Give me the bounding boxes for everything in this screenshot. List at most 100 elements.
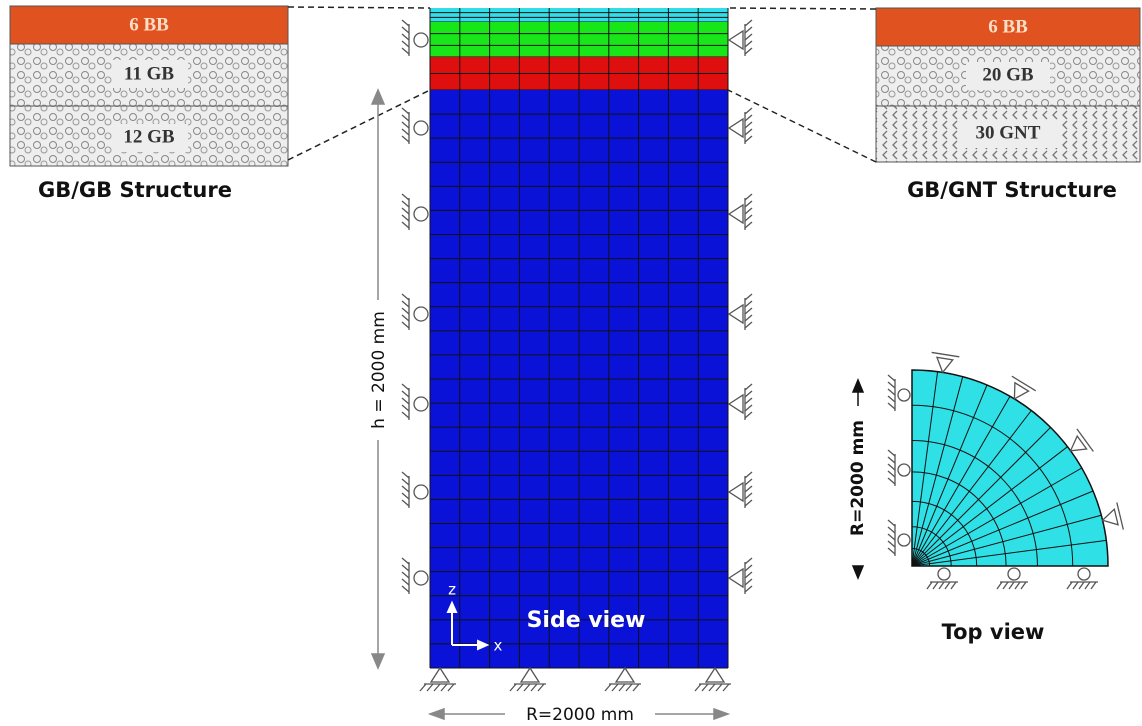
support — [402, 27, 409, 33]
support — [745, 586, 752, 592]
support — [414, 121, 428, 135]
support — [402, 208, 409, 214]
support — [402, 412, 409, 418]
support — [402, 136, 409, 142]
support — [938, 568, 950, 580]
support — [927, 582, 932, 589]
support — [706, 668, 724, 682]
support — [1067, 582, 1072, 589]
support — [888, 464, 895, 470]
support — [745, 215, 752, 221]
support — [888, 471, 895, 477]
support — [888, 389, 895, 395]
support — [1077, 429, 1093, 452]
support — [723, 684, 729, 691]
side-mesh — [430, 8, 728, 668]
support — [402, 115, 409, 121]
support — [997, 582, 1002, 589]
support — [745, 391, 752, 397]
support — [612, 684, 618, 691]
support — [402, 201, 409, 207]
support — [633, 684, 639, 691]
diagram: 6 BB 11 GB 12 GB GB/GB Structure 6 BB 20… — [0, 0, 1142, 726]
support — [402, 558, 409, 564]
support — [745, 136, 752, 142]
support — [402, 301, 409, 307]
support — [745, 129, 752, 135]
support — [888, 457, 895, 463]
support — [1021, 582, 1026, 589]
height-label: h = 2000 mm — [369, 311, 389, 429]
support — [932, 352, 960, 356]
support — [434, 684, 440, 691]
support — [888, 403, 895, 409]
view-label: Top view — [942, 620, 1045, 644]
support — [414, 207, 428, 221]
support — [716, 684, 722, 691]
support — [431, 668, 449, 682]
support — [745, 222, 752, 228]
layer-label: 20 GB — [982, 64, 1034, 85]
support — [745, 412, 752, 418]
support — [524, 684, 530, 691]
support — [933, 582, 938, 589]
support — [745, 301, 752, 307]
view-label: Side view — [527, 608, 646, 633]
support — [888, 396, 895, 402]
axis-label: x — [494, 637, 503, 655]
support — [745, 579, 752, 585]
support — [745, 27, 752, 33]
support — [427, 684, 433, 691]
support — [402, 294, 409, 300]
support — [1091, 582, 1096, 589]
support — [745, 308, 752, 314]
layer-label: 6 BB — [129, 14, 169, 35]
support — [1073, 582, 1078, 589]
support — [538, 684, 544, 691]
radius-label: R=2000 mm — [848, 420, 868, 536]
support — [745, 194, 752, 200]
support — [448, 684, 454, 691]
support — [729, 205, 743, 223]
support — [888, 527, 895, 533]
support — [745, 493, 752, 499]
support — [729, 483, 743, 501]
support — [898, 389, 910, 401]
support — [745, 108, 752, 114]
support — [414, 485, 428, 499]
support — [626, 684, 632, 691]
support — [402, 222, 409, 228]
support — [888, 375, 895, 381]
support — [1009, 582, 1014, 589]
support — [1078, 568, 1090, 580]
support — [619, 684, 625, 691]
support — [1008, 568, 1020, 580]
support — [402, 500, 409, 506]
support — [441, 684, 447, 691]
layer-label: 11 GB — [124, 63, 174, 84]
support — [745, 384, 752, 390]
support — [898, 534, 910, 546]
panel-title: GB/GB Structure — [38, 178, 232, 202]
support — [1117, 502, 1124, 529]
support — [888, 534, 895, 540]
support — [402, 572, 409, 578]
layer-label: 6 BB — [988, 16, 1028, 37]
support — [939, 582, 944, 589]
support — [402, 34, 409, 40]
support — [745, 20, 752, 26]
support — [695, 684, 701, 691]
support — [745, 34, 752, 40]
support — [745, 565, 752, 571]
support — [729, 395, 743, 413]
support — [414, 33, 428, 47]
support — [402, 579, 409, 585]
support — [745, 201, 752, 207]
support — [402, 194, 409, 200]
support — [402, 384, 409, 390]
support — [729, 119, 743, 137]
support — [402, 493, 409, 499]
support — [521, 668, 539, 682]
support — [888, 478, 895, 484]
support — [414, 307, 428, 321]
